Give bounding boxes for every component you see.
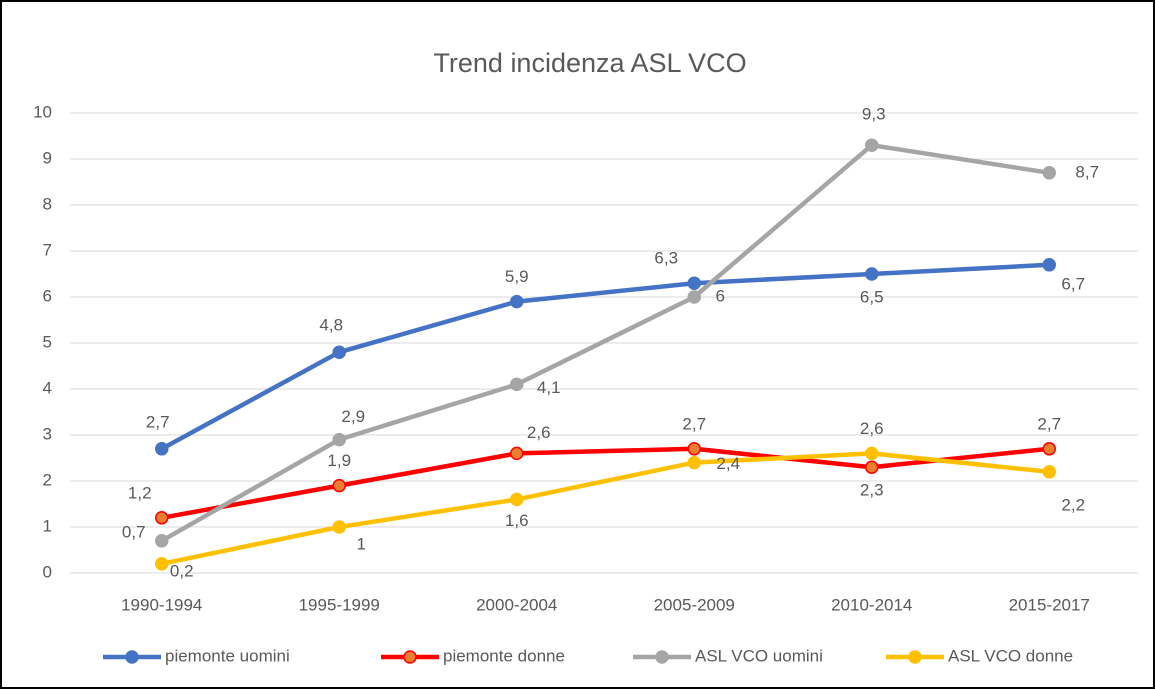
data-label: 8,7 [1075,162,1099,181]
marker [510,492,524,507]
data-label: 6 [716,286,725,305]
legend-label: ASL VCO uomini [695,646,823,665]
y-tick-label: 5 [43,332,52,351]
series-line [161,446,1050,521]
data-label: 2,3 [860,481,884,500]
data-label: 2,7 [682,414,706,433]
data-label: 2,7 [1037,414,1061,433]
data-label: 9,3 [862,105,886,124]
y-tick-label: 10 [33,102,52,121]
marker [687,276,701,290]
legend-label: piemonte uomini [165,646,290,665]
data-label: 6,5 [860,287,884,306]
data-label: 1,6 [505,511,529,530]
data-label: 6,3 [654,249,678,268]
y-tick-label: 0 [43,562,52,581]
legend-marker [125,650,139,664]
data-label: 2,7 [146,412,170,431]
data-label: 5,9 [505,267,529,286]
data-label: 2,4 [716,454,740,473]
y-tick-label: 8 [43,194,52,213]
y-tick-label: 1 [43,516,52,535]
legend-label: piemonte donne [443,646,565,665]
y-tick-label: 4 [43,378,52,397]
x-tick-label: 2010-2014 [831,595,912,614]
marker [1042,166,1056,180]
series-line [160,142,1050,543]
marker [865,460,879,474]
data-label: 1 [357,534,366,553]
marker [332,432,346,447]
marker [332,478,346,493]
y-tick-label: 6 [43,286,52,305]
legend-label: ASL VCO donne [948,646,1073,665]
data-label: 0,2 [170,561,194,580]
marker [1042,465,1056,479]
marker [687,442,701,456]
marker [155,557,169,571]
marker [155,442,169,456]
data-label: 1,9 [327,451,351,470]
data-label: 2,6 [860,419,884,438]
y-tick-label: 2 [43,470,52,489]
x-tick-label: 2015-2017 [1009,595,1090,614]
data-label: 2,9 [341,407,365,426]
series-line [161,451,1050,567]
marker [155,534,169,548]
y-tick-label: 3 [43,424,52,443]
marker [1042,442,1056,456]
marker [510,294,524,309]
marker [332,345,346,359]
chart-title: Trend incidenza ASL VCO [433,48,746,78]
marker [155,511,169,525]
legend-marker [403,650,417,664]
data-label: 2,2 [1061,495,1085,514]
legend-marker [908,650,922,664]
marker [332,520,346,534]
data-label: 6,7 [1061,274,1085,293]
marker [510,377,524,392]
x-tick-label: 1995-1999 [299,595,380,614]
series-line [160,262,1050,451]
x-tick-label: 2000-2004 [476,595,557,614]
marker [865,138,879,152]
marker [865,267,879,281]
data-label: 2,6 [527,423,551,442]
marker [865,446,879,461]
data-label: 4,1 [537,378,561,397]
marker [510,446,524,461]
y-tick-label: 7 [43,240,52,259]
y-tick-label: 9 [43,148,52,167]
marker [687,290,701,304]
data-label: 0,7 [122,522,146,541]
legend-marker [655,650,669,664]
x-tick-label: 2005-2009 [654,595,735,614]
data-label: 4,8 [319,316,343,335]
marker [687,455,701,470]
marker [1042,258,1056,272]
data-label: 1,2 [128,483,152,502]
x-tick-label: 1990-1994 [121,595,202,614]
